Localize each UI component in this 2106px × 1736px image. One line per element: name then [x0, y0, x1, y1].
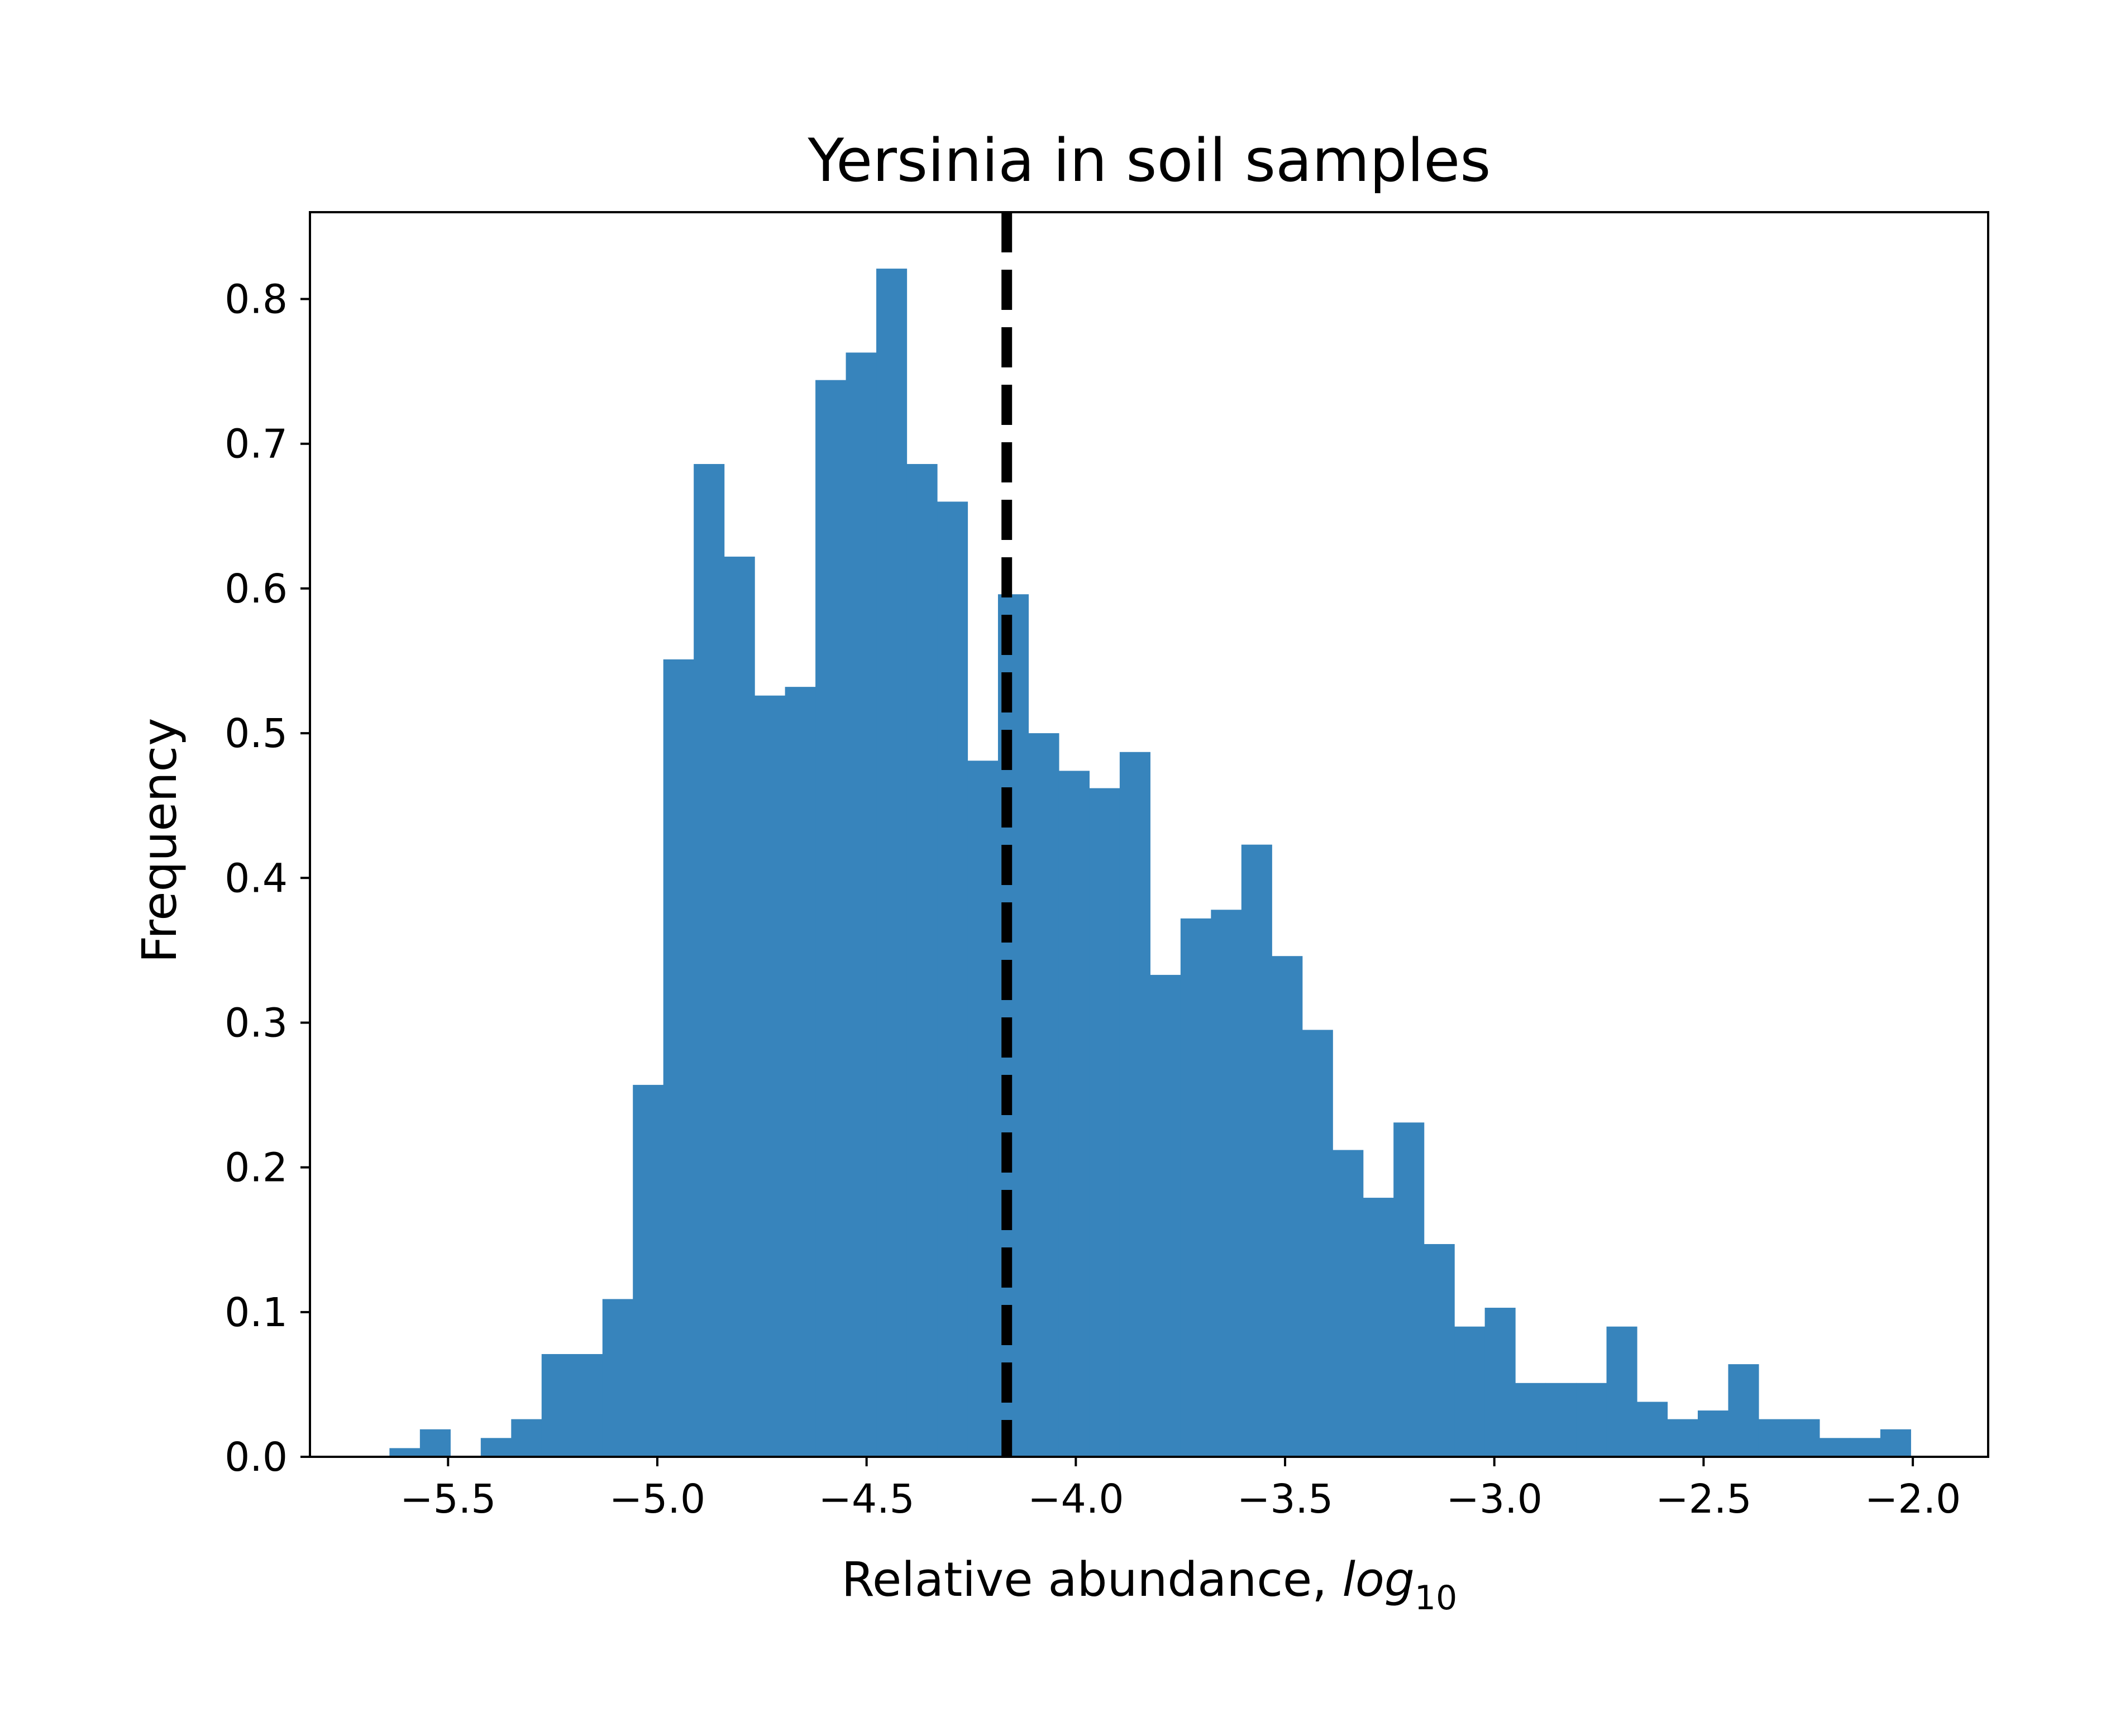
histogram-bar [967, 761, 999, 1457]
y-axis: 0.0 0.1 0.2 0.3 0.4 0.5 0.6 0.7 0.8 [225, 276, 310, 1480]
x-tick-label: −4.0 [1028, 1476, 1124, 1522]
x-tick-label: −3.5 [1237, 1476, 1333, 1522]
x-tick-label: −2.0 [1865, 1476, 1961, 1522]
histogram-bar [1302, 1030, 1333, 1457]
histogram-bar [1606, 1326, 1637, 1457]
histogram-bar [1728, 1364, 1759, 1457]
histogram-bar [1089, 788, 1120, 1457]
histogram-bar [694, 463, 725, 1457]
y-tick-label: 0.3 [225, 999, 288, 1046]
x-tick-label: −5.5 [400, 1476, 496, 1522]
histogram-bar [572, 1354, 603, 1457]
histogram-bar [1637, 1402, 1668, 1457]
histogram-bar [663, 659, 694, 1457]
histogram-bar [937, 501, 968, 1457]
histogram-bars [389, 269, 1911, 1457]
histogram-bar [1758, 1419, 1790, 1457]
histogram-bar [1667, 1419, 1698, 1457]
x-tick-label: −4.5 [818, 1476, 914, 1522]
histogram-bar [1180, 918, 1211, 1457]
y-tick-label: 0.1 [225, 1289, 288, 1336]
histogram-bar [389, 1448, 421, 1457]
histogram-bar [1119, 752, 1150, 1457]
histogram-bar [541, 1354, 572, 1457]
histogram-bar [1545, 1383, 1577, 1457]
x-tick-label: −2.5 [1655, 1476, 1751, 1522]
x-tick-label: −5.0 [609, 1476, 705, 1522]
histogram-bar [419, 1429, 451, 1457]
histogram-bar [846, 352, 877, 1457]
histogram-bar [1880, 1429, 1911, 1457]
histogram-bar [602, 1299, 633, 1457]
y-axis-label: Frequency [132, 718, 188, 963]
histogram-bar [1272, 956, 1303, 1457]
chart-title: Yersinia in soil samples [807, 126, 1491, 195]
y-tick-label: 0.2 [225, 1145, 288, 1191]
histogram-bar [511, 1419, 542, 1457]
histogram-bar [1698, 1410, 1729, 1457]
x-axis-label-subscript: 10 [1415, 1579, 1457, 1618]
histogram-bar [1363, 1198, 1394, 1457]
plot-frame [309, 211, 1989, 1458]
y-tick-label: 0.6 [225, 566, 288, 612]
histogram-bar [1241, 844, 1272, 1457]
histogram-bar [1333, 1150, 1364, 1457]
histogram-bar [906, 463, 938, 1457]
histogram-bar [754, 695, 786, 1457]
histogram-bar [1789, 1419, 1820, 1457]
x-axis-label-log: log [1342, 1552, 1415, 1608]
histogram-bar [1150, 974, 1181, 1457]
x-tick-label: −3.0 [1446, 1476, 1543, 1522]
histogram-bar [633, 1084, 664, 1457]
histogram-bar [876, 269, 908, 1457]
histogram-bar [1576, 1383, 1607, 1457]
histogram-bar [1424, 1244, 1455, 1457]
histogram-bar [1819, 1438, 1851, 1457]
histogram-bar [1058, 771, 1090, 1457]
histogram-bar [1211, 910, 1242, 1457]
histogram-bar [1028, 733, 1059, 1457]
x-axis: −5.5 −5.0 −4.5 −4.0 −3.5 −3.0 −2.5 −2.0 [400, 1457, 1961, 1522]
histogram-bar [1515, 1383, 1546, 1457]
histogram-bar [1454, 1326, 1486, 1457]
x-axis-label: Relative abundance, log10 [842, 1552, 1458, 1618]
y-tick-label: 0.4 [225, 855, 288, 901]
histogram-bar [1850, 1438, 1881, 1457]
y-tick-label: 0.5 [225, 710, 288, 757]
histogram-bar [480, 1438, 512, 1457]
histogram-bar [785, 687, 816, 1457]
histogram-bar [815, 380, 847, 1457]
histogram-bar [724, 556, 755, 1457]
y-tick-label: 0.0 [225, 1434, 288, 1480]
y-tick-label: 0.7 [225, 421, 288, 467]
y-tick-label: 0.8 [225, 276, 288, 323]
histogram-bar [1484, 1308, 1516, 1457]
histogram-bar [1393, 1122, 1425, 1457]
